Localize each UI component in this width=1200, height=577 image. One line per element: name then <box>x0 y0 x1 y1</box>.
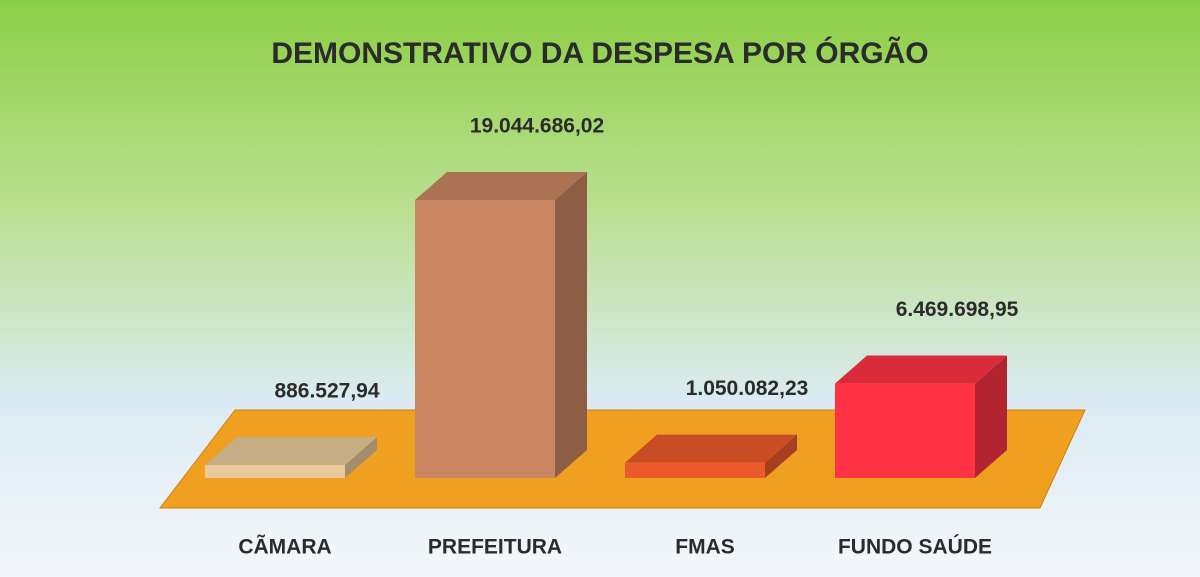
x-tick-label: FMAS <box>675 536 735 559</box>
x-tick-label: CÃMARA <box>238 536 331 559</box>
value-label: 1.050.082,23 <box>686 377 809 400</box>
x-tick-label: FUNDO SAÚDE <box>838 535 992 559</box>
x-tick-label: PREFEITURA <box>428 536 562 559</box>
value-label: 886.527,94 <box>274 380 379 403</box>
bar-side <box>975 355 1007 478</box>
bar-top <box>415 172 587 200</box>
bar-top <box>835 355 1007 384</box>
bar-side <box>555 172 587 478</box>
value-label: 6.469.698,95 <box>896 298 1019 321</box>
bar-top <box>205 437 377 466</box>
bar <box>625 462 765 478</box>
bar-top <box>625 434 797 463</box>
bar <box>205 465 345 478</box>
bar-side <box>765 434 797 478</box>
chart-title: DEMONSTRATIVO DA DESPESA POR ÓRGÃO <box>271 36 928 70</box>
value-label: 19.044.686,02 <box>470 115 604 138</box>
bar <box>415 200 555 478</box>
bar <box>835 383 975 478</box>
bar-side <box>345 437 377 478</box>
